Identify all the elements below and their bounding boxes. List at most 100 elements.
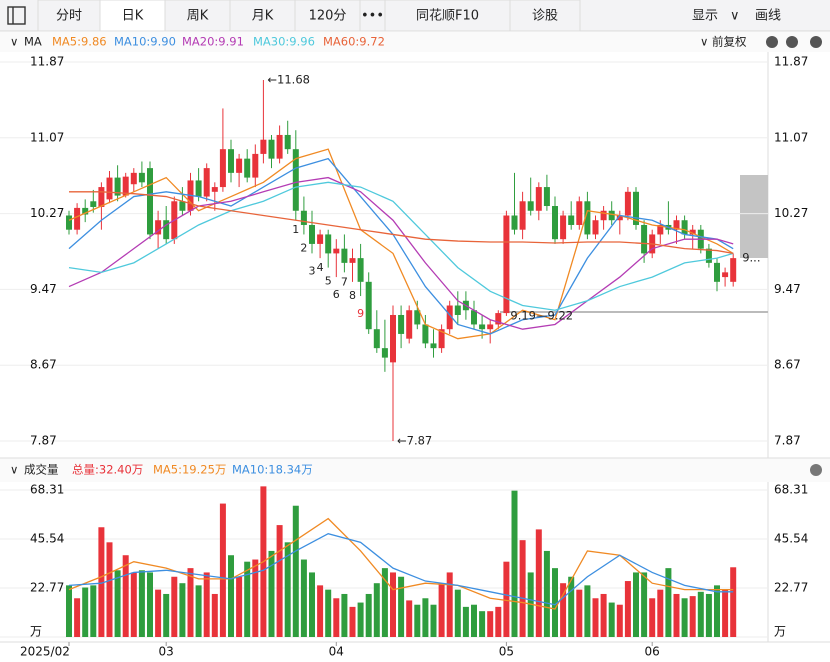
x-tick-label: 2025/02 — [20, 645, 70, 659]
volume-bar — [584, 585, 591, 637]
candle-body — [705, 248, 712, 263]
range-box — [740, 175, 768, 258]
zoom-out[interactable] — [786, 36, 798, 48]
tab-label[interactable]: 120分 — [309, 9, 347, 24]
signal-marker: 7 — [341, 275, 348, 288]
y-tick-label-left: 45.54 — [30, 532, 64, 546]
volume-bar — [495, 606, 502, 637]
tab-bg[interactable] — [359, 0, 386, 32]
candle-body — [479, 324, 486, 330]
adjust-mode[interactable]: 前复权 — [712, 35, 747, 49]
volume-settings[interactable] — [810, 464, 822, 476]
candle-body — [471, 310, 477, 325]
indicator-name: MA — [24, 35, 42, 49]
y-tick-label-right: 10.27 — [774, 206, 808, 220]
tab-bg[interactable] — [37, 0, 101, 32]
candle-body — [430, 343, 437, 349]
candle-body — [600, 210, 607, 221]
volume-bar — [722, 589, 729, 637]
tab-label[interactable]: ••• — [361, 9, 384, 24]
tab-label[interactable]: 月K — [252, 9, 274, 24]
candle-body — [325, 234, 332, 254]
candle-body — [292, 149, 299, 211]
legend-item: MA5:19.25万 — [153, 463, 226, 477]
tab-label[interactable]: 周K — [187, 9, 209, 24]
volume-bar — [422, 598, 429, 637]
zoom-in[interactable] — [766, 36, 778, 48]
candle-body — [689, 229, 696, 235]
tab-bg[interactable] — [99, 0, 166, 32]
volume-bar — [381, 568, 388, 637]
volume-bar — [406, 600, 413, 637]
ma-line — [69, 191, 734, 255]
candle-body — [211, 187, 218, 192]
collapse-icon[interactable]: ∨ — [10, 35, 18, 49]
signal-marker: 4 — [317, 261, 324, 274]
volume-bar — [211, 593, 218, 637]
collapse-icon[interactable]: ∨ — [10, 463, 18, 477]
volume-bar — [487, 611, 494, 637]
y-tick-label-right: 万 — [774, 625, 786, 639]
volume-bar — [665, 568, 672, 637]
volume-bar — [317, 585, 324, 637]
x-tick-label: 05 — [499, 645, 514, 659]
candle-body — [390, 314, 396, 363]
volume-bar — [462, 606, 469, 637]
volume-bar — [697, 591, 704, 637]
candle-body — [284, 134, 291, 150]
volume-bar — [349, 606, 356, 637]
tab-label[interactable]: 日K — [122, 9, 144, 24]
candle-body — [138, 172, 145, 183]
volume-bar — [560, 583, 567, 637]
volume-bar — [430, 604, 437, 637]
ma-line — [68, 517, 734, 610]
candle-body — [130, 172, 137, 185]
signal-marker: 6 — [333, 288, 340, 301]
tab-label[interactable]: 同花顺F10 — [416, 8, 479, 24]
tab-bg[interactable] — [509, 0, 581, 32]
tab-bg[interactable] — [164, 0, 231, 32]
candle-body — [244, 158, 251, 178]
candle-body — [276, 134, 283, 159]
candle-body — [527, 201, 534, 211]
y-tick-label-left: 8.67 — [30, 358, 57, 372]
volume-bar — [74, 598, 81, 637]
volume-bar — [325, 589, 332, 637]
y-tick-label-left: 11.07 — [30, 130, 64, 144]
candle-body — [106, 177, 113, 200]
candle-body — [535, 187, 542, 211]
volume-bar — [90, 585, 97, 637]
candle-body — [74, 207, 81, 230]
volume-bar — [82, 587, 89, 637]
candle-body — [260, 139, 267, 154]
tab-label[interactable]: 诊股 — [532, 9, 558, 24]
candle-body — [147, 168, 153, 235]
candle-body — [495, 313, 502, 325]
candle-body — [568, 215, 575, 225]
candle-body — [252, 153, 259, 178]
candle-body — [681, 220, 688, 235]
candle-body — [438, 329, 445, 349]
volume-bar — [219, 503, 226, 637]
candle-body — [592, 220, 599, 235]
y-tick-label-left: 7.87 — [30, 434, 57, 448]
tab-bg[interactable] — [294, 0, 361, 32]
volume-bar — [179, 583, 186, 637]
legend-item: MA10:9.90 — [114, 35, 176, 49]
legend-item: MA30:9.96 — [253, 35, 315, 49]
candle-body — [82, 207, 89, 215]
sidebar-toggle[interactable] — [7, 6, 26, 25]
volume-bar — [309, 572, 315, 637]
tab-bg[interactable] — [384, 0, 511, 32]
y-tick-label-right: 8.67 — [774, 358, 801, 372]
toolbar-action[interactable]: 画线 — [755, 9, 781, 24]
settings[interactable] — [810, 36, 822, 48]
extreme-label: ←7.87 — [397, 434, 432, 448]
volume-bar — [705, 593, 712, 637]
toolbar-action[interactable]: 显示 — [692, 9, 718, 24]
legend-bar — [0, 32, 830, 52]
tab-label[interactable]: 分时 — [56, 9, 82, 24]
volume-bar — [454, 589, 461, 637]
y-tick-label-left: 9.47 — [30, 282, 57, 296]
